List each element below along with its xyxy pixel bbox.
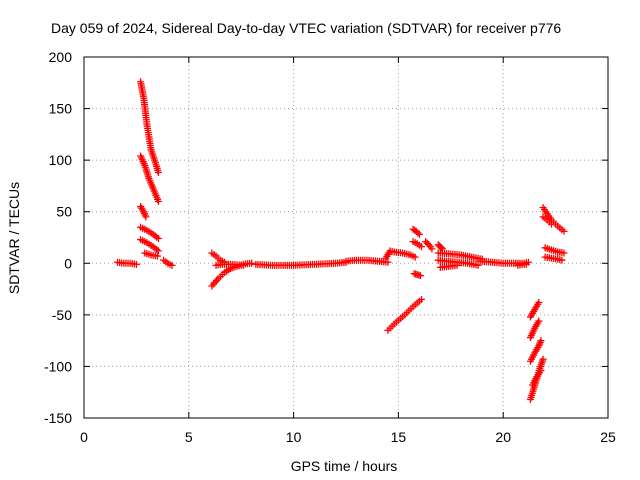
series-arc-b (137, 78, 162, 177)
data-point (428, 245, 436, 253)
y-tick-label: -50 (52, 307, 72, 323)
data-point (154, 235, 162, 243)
series-arc-g (141, 249, 161, 260)
x-tick-label: 25 (600, 429, 616, 445)
series-arc-y (514, 260, 530, 269)
data-point (560, 227, 568, 235)
data-point (417, 295, 425, 303)
data-point (417, 243, 425, 251)
series-arc-ag (541, 244, 568, 257)
series-arc-c (137, 152, 162, 205)
x-tick-label: 20 (495, 429, 511, 445)
x-tick-label: 0 (80, 429, 88, 445)
chart-title: Day 059 of 2024, Sidereal Day-to-day VTE… (51, 20, 561, 36)
x-tick-label: 15 (391, 429, 407, 445)
y-tick-label: 200 (49, 49, 73, 65)
series-arc-ae (539, 204, 568, 235)
series-arc-ah (541, 253, 566, 264)
data-point (522, 260, 530, 268)
series-arc-aa (526, 317, 543, 342)
series-arc-af (539, 213, 555, 228)
y-tick-label: -100 (44, 358, 72, 374)
series-arc-h (160, 256, 176, 269)
data-point (535, 317, 543, 325)
y-tick-label: 50 (56, 204, 72, 220)
y-tick-label: 0 (64, 255, 72, 271)
series-arc-w (436, 261, 461, 271)
data-point (437, 244, 445, 252)
data-point (153, 252, 161, 260)
data-point (547, 220, 555, 228)
data-point (132, 260, 140, 268)
data-point (154, 247, 162, 255)
x-axis-label: GPS time / hours (291, 458, 398, 474)
series-arc-r (410, 270, 424, 280)
data-point (423, 239, 431, 247)
y-tick-label: -150 (44, 410, 72, 426)
series-arc-m (342, 256, 392, 266)
data-point (537, 367, 545, 375)
series-arc-e (137, 223, 162, 243)
data-point (411, 253, 419, 261)
y-tick-label: 150 (49, 101, 73, 117)
series-arc-s (422, 238, 436, 253)
series-arc-k (212, 260, 247, 269)
chart-series (114, 78, 568, 403)
series-arc-t (434, 241, 446, 253)
plot-frame (83, 56, 609, 419)
y-axis-label: SDTVAR / TECUs (6, 182, 22, 294)
series-arc-x (476, 257, 532, 267)
data-point (142, 213, 150, 221)
series-arc-q (409, 238, 425, 251)
data-point (422, 238, 430, 246)
series-arc-p (409, 225, 423, 238)
series-arc-d (137, 203, 150, 221)
data-point (453, 261, 461, 269)
data-point (558, 256, 566, 264)
data-point (239, 261, 247, 269)
series-arc-ab (526, 337, 545, 365)
series-arc-f (137, 236, 162, 255)
data-point (154, 197, 162, 205)
series-arc-l (252, 258, 350, 269)
y-tick-label: 100 (49, 152, 73, 168)
x-tick-label: 10 (286, 429, 302, 445)
data-point (539, 355, 547, 363)
data-point (537, 337, 545, 345)
data-point (474, 261, 482, 269)
data-point (416, 272, 424, 280)
series-arc-z (526, 298, 543, 321)
data-point (168, 261, 176, 269)
data-point (412, 227, 420, 235)
data-point (154, 169, 162, 177)
data-point (384, 258, 392, 266)
x-tick-label: 5 (185, 429, 193, 445)
data-point (560, 249, 568, 257)
series-arc-a (114, 258, 140, 268)
data-point (535, 298, 543, 306)
data-point (414, 229, 422, 237)
series-arc-ad (529, 367, 545, 389)
series-arc-n (382, 247, 419, 262)
data-point (248, 259, 256, 267)
data-point (415, 230, 423, 238)
series-arc-o (384, 295, 425, 334)
